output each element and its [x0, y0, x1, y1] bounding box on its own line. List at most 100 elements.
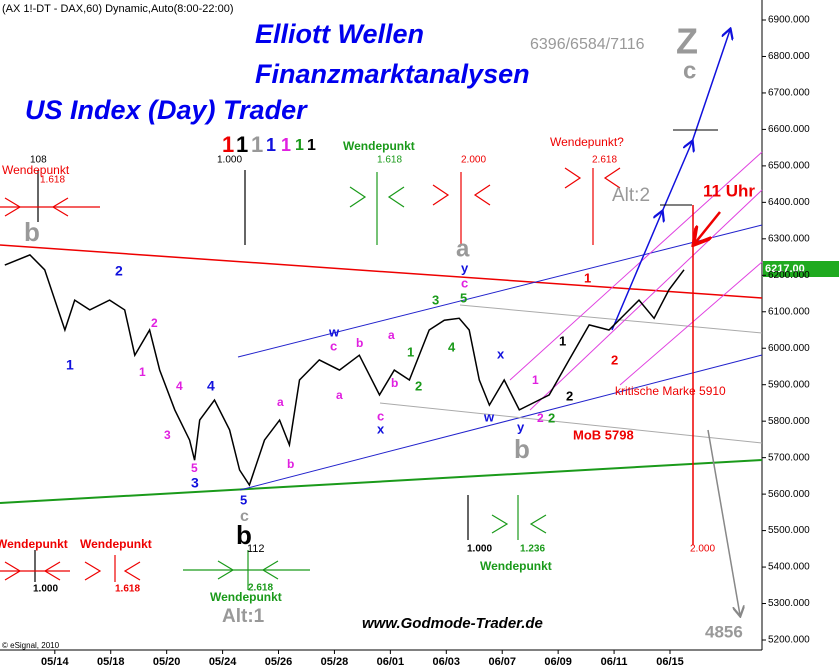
x-tick-label: 06/07 — [488, 656, 516, 668]
chevron — [603, 167, 621, 189]
chevron — [84, 561, 102, 581]
annotation: 4 — [176, 379, 183, 393]
y-tick-label: 5300.000 — [768, 598, 810, 609]
y-tick-label: 5200.000 — [768, 635, 810, 646]
annotation: 1 — [295, 137, 304, 154]
trend-line — [239, 354, 763, 491]
annotation: 2 — [548, 410, 555, 425]
annotation: b — [236, 520, 252, 550]
annotation: © eSignal, 2010 — [2, 641, 60, 650]
annotation: 1 — [559, 333, 566, 348]
annotation: 1.000 — [217, 155, 242, 166]
annotation: c — [377, 408, 384, 423]
chevron — [491, 514, 509, 534]
x-tick-label: 05/24 — [209, 656, 237, 668]
arrow — [661, 142, 692, 213]
annotation: y — [461, 260, 469, 275]
annotation: 1.618 — [40, 175, 65, 186]
chevron — [387, 186, 405, 208]
price-line — [4, 254, 685, 487]
annotation: w — [483, 409, 495, 424]
annotation: 1 — [584, 270, 591, 285]
trend-line — [0, 459, 763, 504]
annotation: Wendepunkt — [0, 537, 68, 551]
annotation: 1 — [281, 135, 291, 155]
annotation: 3 — [432, 292, 439, 307]
annotation: Z — [676, 21, 698, 62]
annotation: 4856 — [705, 622, 743, 641]
annotation: 11 Uhr — [703, 181, 755, 200]
annotation: a — [336, 388, 343, 402]
title: Elliott Wellen — [255, 19, 424, 49]
title: US Index (Day) Trader — [25, 95, 308, 125]
title: Finanzmarktanalysen — [255, 59, 530, 89]
annotation: MoB 5798 — [573, 427, 634, 442]
chevron — [123, 561, 141, 581]
annotation: 2.000 — [690, 544, 715, 555]
x-tick-label: 05/26 — [265, 656, 293, 668]
annotation: 2.618 — [248, 583, 273, 594]
annotation: a — [388, 328, 395, 342]
annotation: 2 — [115, 263, 123, 279]
annotation: a — [456, 235, 470, 262]
y-tick-label: 6000.000 — [768, 343, 810, 354]
x-tick-label: 05/20 — [153, 656, 181, 668]
annotation: Wendepunkt — [480, 559, 552, 573]
annotation: 1.236 — [520, 544, 545, 555]
annotation: 5 — [240, 492, 247, 507]
chevron — [217, 560, 235, 580]
y-tick-label: 5900.000 — [768, 379, 810, 390]
annotation: 2 — [611, 352, 618, 367]
x-tick-label: 05/18 — [97, 656, 125, 668]
y-tick-label: 5600.000 — [768, 489, 810, 500]
trend-line — [379, 402, 763, 444]
chevron — [432, 184, 450, 206]
trend-line — [459, 304, 763, 334]
y-tick-label: 5400.000 — [768, 562, 810, 573]
y-tick-label: 6100.000 — [768, 306, 810, 317]
annotation: 1 — [139, 365, 146, 379]
annotation: kritische Marke 5910 — [615, 384, 726, 398]
annotation: 2 — [566, 388, 573, 403]
y-tick-label: 6400.000 — [768, 197, 810, 208]
x-tick-label: 05/28 — [321, 656, 349, 668]
annotation: a — [277, 395, 284, 409]
annotation: Wendepunkt — [2, 163, 70, 177]
arrow — [611, 212, 662, 331]
annotation: 2 — [537, 411, 544, 425]
annotation: b — [391, 376, 398, 390]
annotation: 108 — [30, 155, 47, 166]
annotation: 2 — [415, 378, 422, 393]
arrow — [691, 30, 730, 143]
trend-line — [237, 224, 763, 358]
annotation: 1 — [222, 132, 234, 157]
annotation: Wendepunkt — [343, 139, 415, 153]
arrow — [707, 429, 740, 615]
annotation: 5 — [191, 461, 198, 475]
y-tick-label: 6500.000 — [768, 161, 810, 172]
annotation: 4 — [207, 378, 215, 394]
y-tick-label: 6700.000 — [768, 88, 810, 99]
annotation: 6396/6584/7116 — [530, 36, 645, 53]
y-tick-label: 6600.000 — [768, 124, 810, 135]
x-tick-label: 06/09 — [544, 656, 572, 668]
annotation: 112 — [247, 543, 265, 555]
annotation: b — [514, 434, 530, 464]
annotation: 1.618 — [377, 155, 402, 166]
annotation: 1 — [266, 135, 276, 155]
y-tick-label: 6900.000 — [768, 15, 810, 26]
annotation: c — [330, 338, 337, 353]
annotation: Wendepunkt — [80, 537, 152, 551]
annotation: Wendepunkt? — [550, 135, 624, 149]
annotation: 1 — [407, 344, 414, 359]
chevron — [564, 167, 582, 189]
chevron — [261, 560, 279, 580]
annotation: w — [328, 324, 340, 339]
annotation: c — [461, 275, 468, 290]
header: (AX 1!-DT - DAX,60) Dynamic,Auto(8:00-22… — [2, 3, 234, 15]
chevron — [349, 186, 367, 208]
trend-line — [0, 244, 763, 299]
annotation: x — [497, 346, 505, 361]
